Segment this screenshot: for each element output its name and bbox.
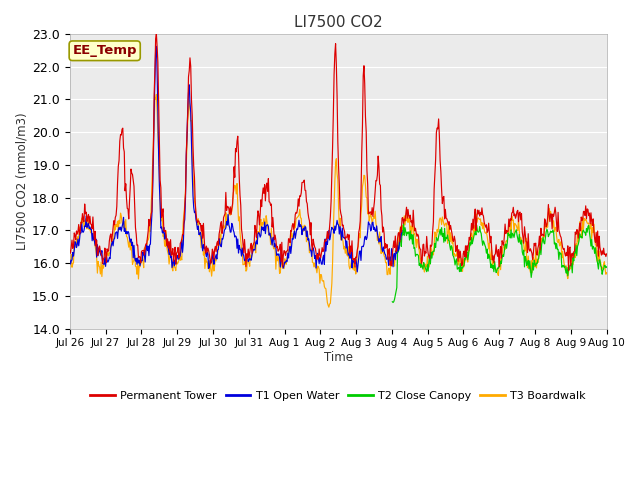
Title: LI7500 CO2: LI7500 CO2: [294, 15, 383, 30]
Text: EE_Temp: EE_Temp: [72, 44, 137, 57]
Y-axis label: LI7500 CO2 (mmol/m3): LI7500 CO2 (mmol/m3): [15, 112, 28, 250]
Legend: Permanent Tower, T1 Open Water, T2 Close Canopy, T3 Boardwalk: Permanent Tower, T1 Open Water, T2 Close…: [86, 387, 591, 406]
X-axis label: Time: Time: [324, 351, 353, 364]
